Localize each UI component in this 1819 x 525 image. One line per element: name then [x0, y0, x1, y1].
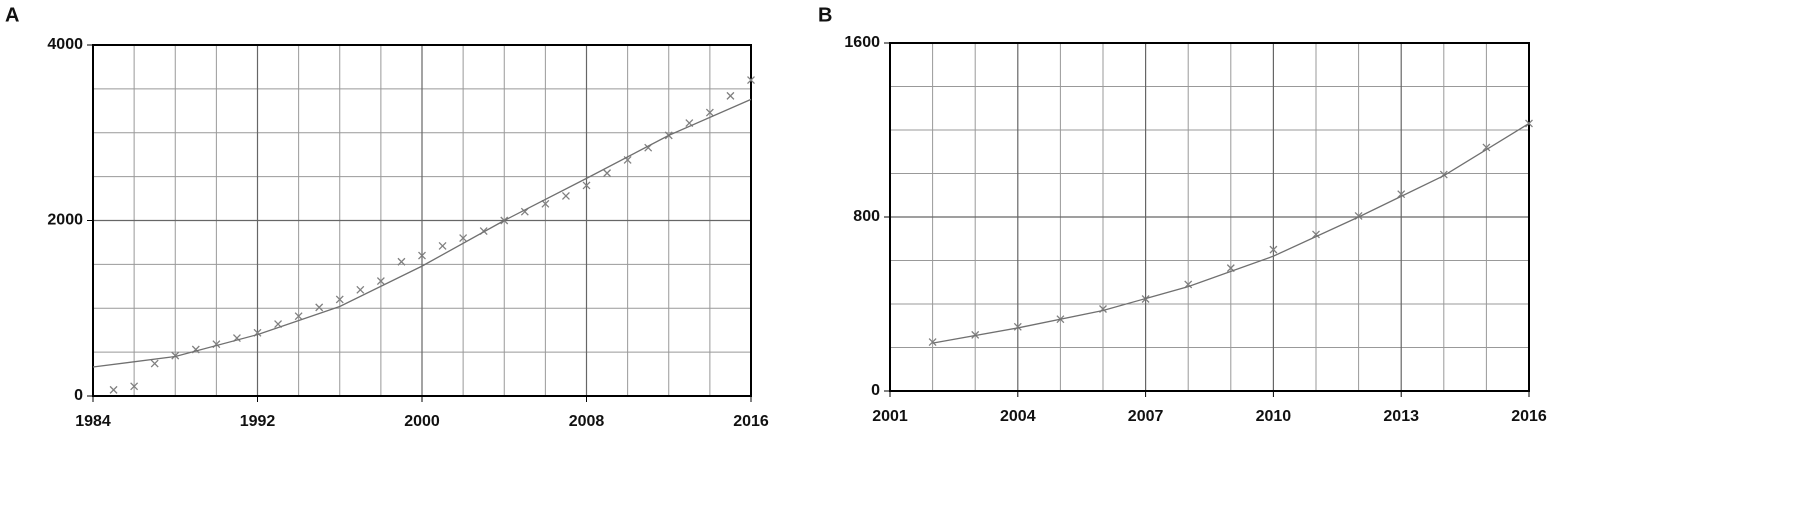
data-point: [109, 385, 118, 394]
x-tick-label: 2007: [1128, 408, 1164, 425]
data-point: [603, 169, 612, 178]
data-point: [335, 295, 344, 304]
x-tick-label: 2013: [1383, 408, 1419, 425]
x-tick-label: 1984: [75, 413, 111, 430]
fit-line: [932, 122, 1530, 344]
plot-frame: [889, 42, 1530, 392]
x-tick-label: 2001: [872, 408, 908, 425]
data-point: [294, 312, 303, 321]
data-point: [705, 108, 714, 117]
y-tick-label: 1600: [844, 34, 880, 51]
y-tick-label: 2000: [47, 212, 83, 229]
x-tick-label: 2008: [569, 413, 605, 430]
data-point: [726, 91, 735, 100]
data-point: [928, 338, 937, 347]
data-point: [376, 277, 385, 286]
data-point: [1312, 230, 1320, 239]
y-tick-label: 0: [871, 382, 880, 399]
data-point: [541, 199, 550, 208]
x-tick-label: 2010: [1256, 408, 1292, 425]
data-point: [130, 382, 139, 391]
data-point: [1269, 245, 1278, 254]
data-point: [1013, 322, 1022, 331]
data-point: [1397, 190, 1406, 199]
x-tick-label: 1992: [240, 413, 276, 430]
y-tick-label: 4000: [47, 36, 83, 53]
data-point: [582, 181, 591, 190]
data-point: [171, 351, 180, 360]
data-point: [315, 303, 324, 312]
x-tick-label: 2000: [404, 413, 440, 430]
data-point: [397, 257, 406, 266]
panel-label: A: [5, 4, 19, 26]
data-point: [561, 191, 570, 200]
data-point: [150, 359, 159, 368]
y-tick-label: 0: [74, 387, 83, 404]
data-point: [747, 76, 755, 85]
fit-line: [92, 98, 752, 368]
x-tick-label: 2016: [1511, 408, 1547, 425]
panel-label: B: [818, 4, 832, 26]
plot-frame: [92, 44, 752, 397]
y-tick-label: 800: [853, 208, 880, 225]
data-point: [356, 285, 365, 294]
data-point: [418, 251, 426, 260]
data-point: [459, 234, 468, 243]
data-point: [438, 241, 447, 250]
data-point: [1482, 143, 1491, 152]
x-tick-label: 2016: [733, 413, 769, 430]
x-tick-label: 2004: [1000, 408, 1036, 425]
